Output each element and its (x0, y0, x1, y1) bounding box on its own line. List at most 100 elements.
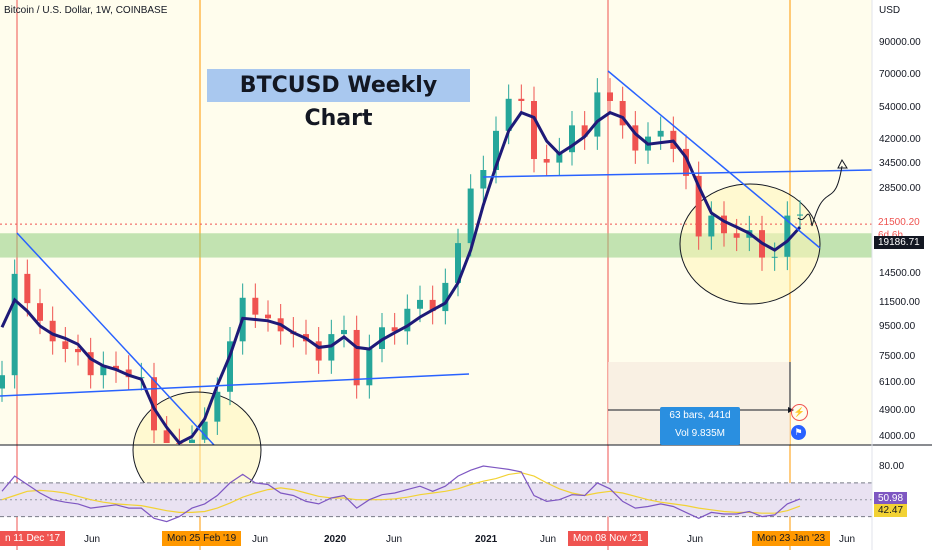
trend-lines (0, 70, 873, 446)
price-tag: 19186.71 (874, 236, 924, 249)
candle-body (493, 130, 499, 171)
measure-volume: Vol 9.835M (674, 428, 726, 439)
candle-body (11, 273, 18, 376)
candle-body (480, 170, 487, 189)
date-marker-label: n 11 Dec '17 (0, 531, 66, 546)
symbol-description[interactable]: Bitcoin / U.S. Dollar, 1W, COINBASE (4, 5, 168, 16)
candle-body (341, 329, 347, 335)
rsi-value-tag: 42.47 (874, 504, 908, 518)
candle-body (594, 92, 601, 137)
candle-body (417, 299, 423, 309)
candle-body (657, 130, 664, 137)
downtrend-2018 (16, 232, 215, 446)
measure-bars: 63 bars, 441d (669, 410, 731, 421)
rsi-value-tag: 50.98 (874, 491, 908, 505)
support-line-2019 (0, 373, 470, 397)
rsi-ma-line (1, 472, 801, 514)
time-tick: 2020 (324, 534, 347, 545)
candle-body (581, 125, 588, 137)
candle-body (0, 375, 5, 389)
candle-body (163, 430, 170, 443)
price-tick: 9500.00 (879, 321, 916, 333)
candle-body (442, 282, 449, 312)
candle-body (632, 125, 639, 151)
candle-body (62, 341, 69, 349)
moving-average-line (0, 110, 802, 445)
candle-body (543, 159, 550, 163)
candle-body (708, 215, 715, 237)
candle-body (556, 152, 563, 163)
candle-body (784, 215, 791, 257)
candle-body (683, 148, 689, 176)
candle-body (733, 233, 740, 238)
candle-body (315, 341, 322, 361)
candle-body (24, 273, 31, 304)
time-tick: Jun (687, 534, 704, 545)
candle-body (404, 308, 411, 332)
date-marker-label: Mon 25 Feb '19 (162, 531, 242, 546)
candle-body (151, 377, 157, 431)
candle-body (505, 98, 512, 131)
candle-body (189, 439, 195, 443)
candle-body (113, 365, 119, 370)
candle-body (797, 214, 803, 216)
measure-info-box: 63 bars, 441d Vol 9.835M (660, 407, 740, 445)
candle-body (49, 320, 56, 342)
price-tick: 4000.00 (879, 430, 916, 442)
downtrend-2022 (607, 70, 821, 249)
currency-label: USD (879, 5, 901, 16)
candle-body (75, 348, 81, 353)
candle-body (366, 348, 373, 386)
time-tick: Jun (839, 534, 856, 545)
rsi-line (1, 465, 801, 523)
candle-body (252, 297, 259, 315)
candle-body (455, 243, 461, 283)
price-tick: 70000.00 (879, 69, 921, 81)
rsi-pane (0, 465, 872, 523)
us-flag-icon[interactable]: ⚑ (791, 425, 806, 440)
candle-body (201, 421, 208, 440)
candle-body (125, 369, 132, 378)
candle-body (518, 98, 525, 101)
price-tick: 42000.00 (879, 133, 921, 145)
candle-body (87, 352, 94, 376)
price-tick: 4900.00 (879, 404, 916, 416)
candle-body (265, 314, 271, 319)
candle-body (619, 100, 626, 126)
date-marker-label: Mon 08 Nov '21 (568, 531, 648, 546)
time-tick: Jun (252, 534, 269, 545)
candle-body (391, 327, 398, 332)
flash-icon[interactable]: ⚡ (791, 404, 808, 421)
price-tick: 54000.00 (879, 101, 921, 113)
projection-arrow (797, 165, 843, 227)
price-tick: 7500.00 (879, 351, 916, 363)
candle-body (771, 256, 778, 258)
time-tick: 2021 (475, 534, 498, 545)
candle-body (467, 188, 474, 244)
candle-body (100, 365, 107, 376)
time-tick: Jun (84, 534, 101, 545)
candle-body (569, 125, 575, 153)
candles (0, 78, 803, 444)
candle-body (37, 303, 43, 321)
candle-body (695, 175, 702, 237)
rsi-tick-80: 80.00 (879, 461, 905, 472)
price-tick: 28500.00 (879, 182, 921, 194)
projection-arrowhead (837, 158, 848, 169)
time-tick: Jun (540, 534, 557, 545)
price-tick: 34500.00 (879, 158, 921, 170)
price-tick: 90000.00 (879, 37, 921, 49)
chart-title-badge: BTCUSD Weekly Chart (207, 69, 470, 131)
candle-body (227, 341, 233, 392)
candle-body (353, 329, 360, 386)
candle-body (214, 391, 221, 422)
candle-body (607, 92, 613, 101)
candle-body (531, 100, 537, 160)
time-tick: Jun (386, 534, 403, 545)
candle-body (721, 215, 727, 234)
price-tick: 14500.00 (879, 267, 921, 279)
candle-body (429, 299, 436, 312)
price-tick: 11500.00 (879, 297, 920, 309)
date-marker-label: Mon 23 Jan '23 (752, 531, 831, 546)
support-line-2021 (482, 169, 873, 178)
